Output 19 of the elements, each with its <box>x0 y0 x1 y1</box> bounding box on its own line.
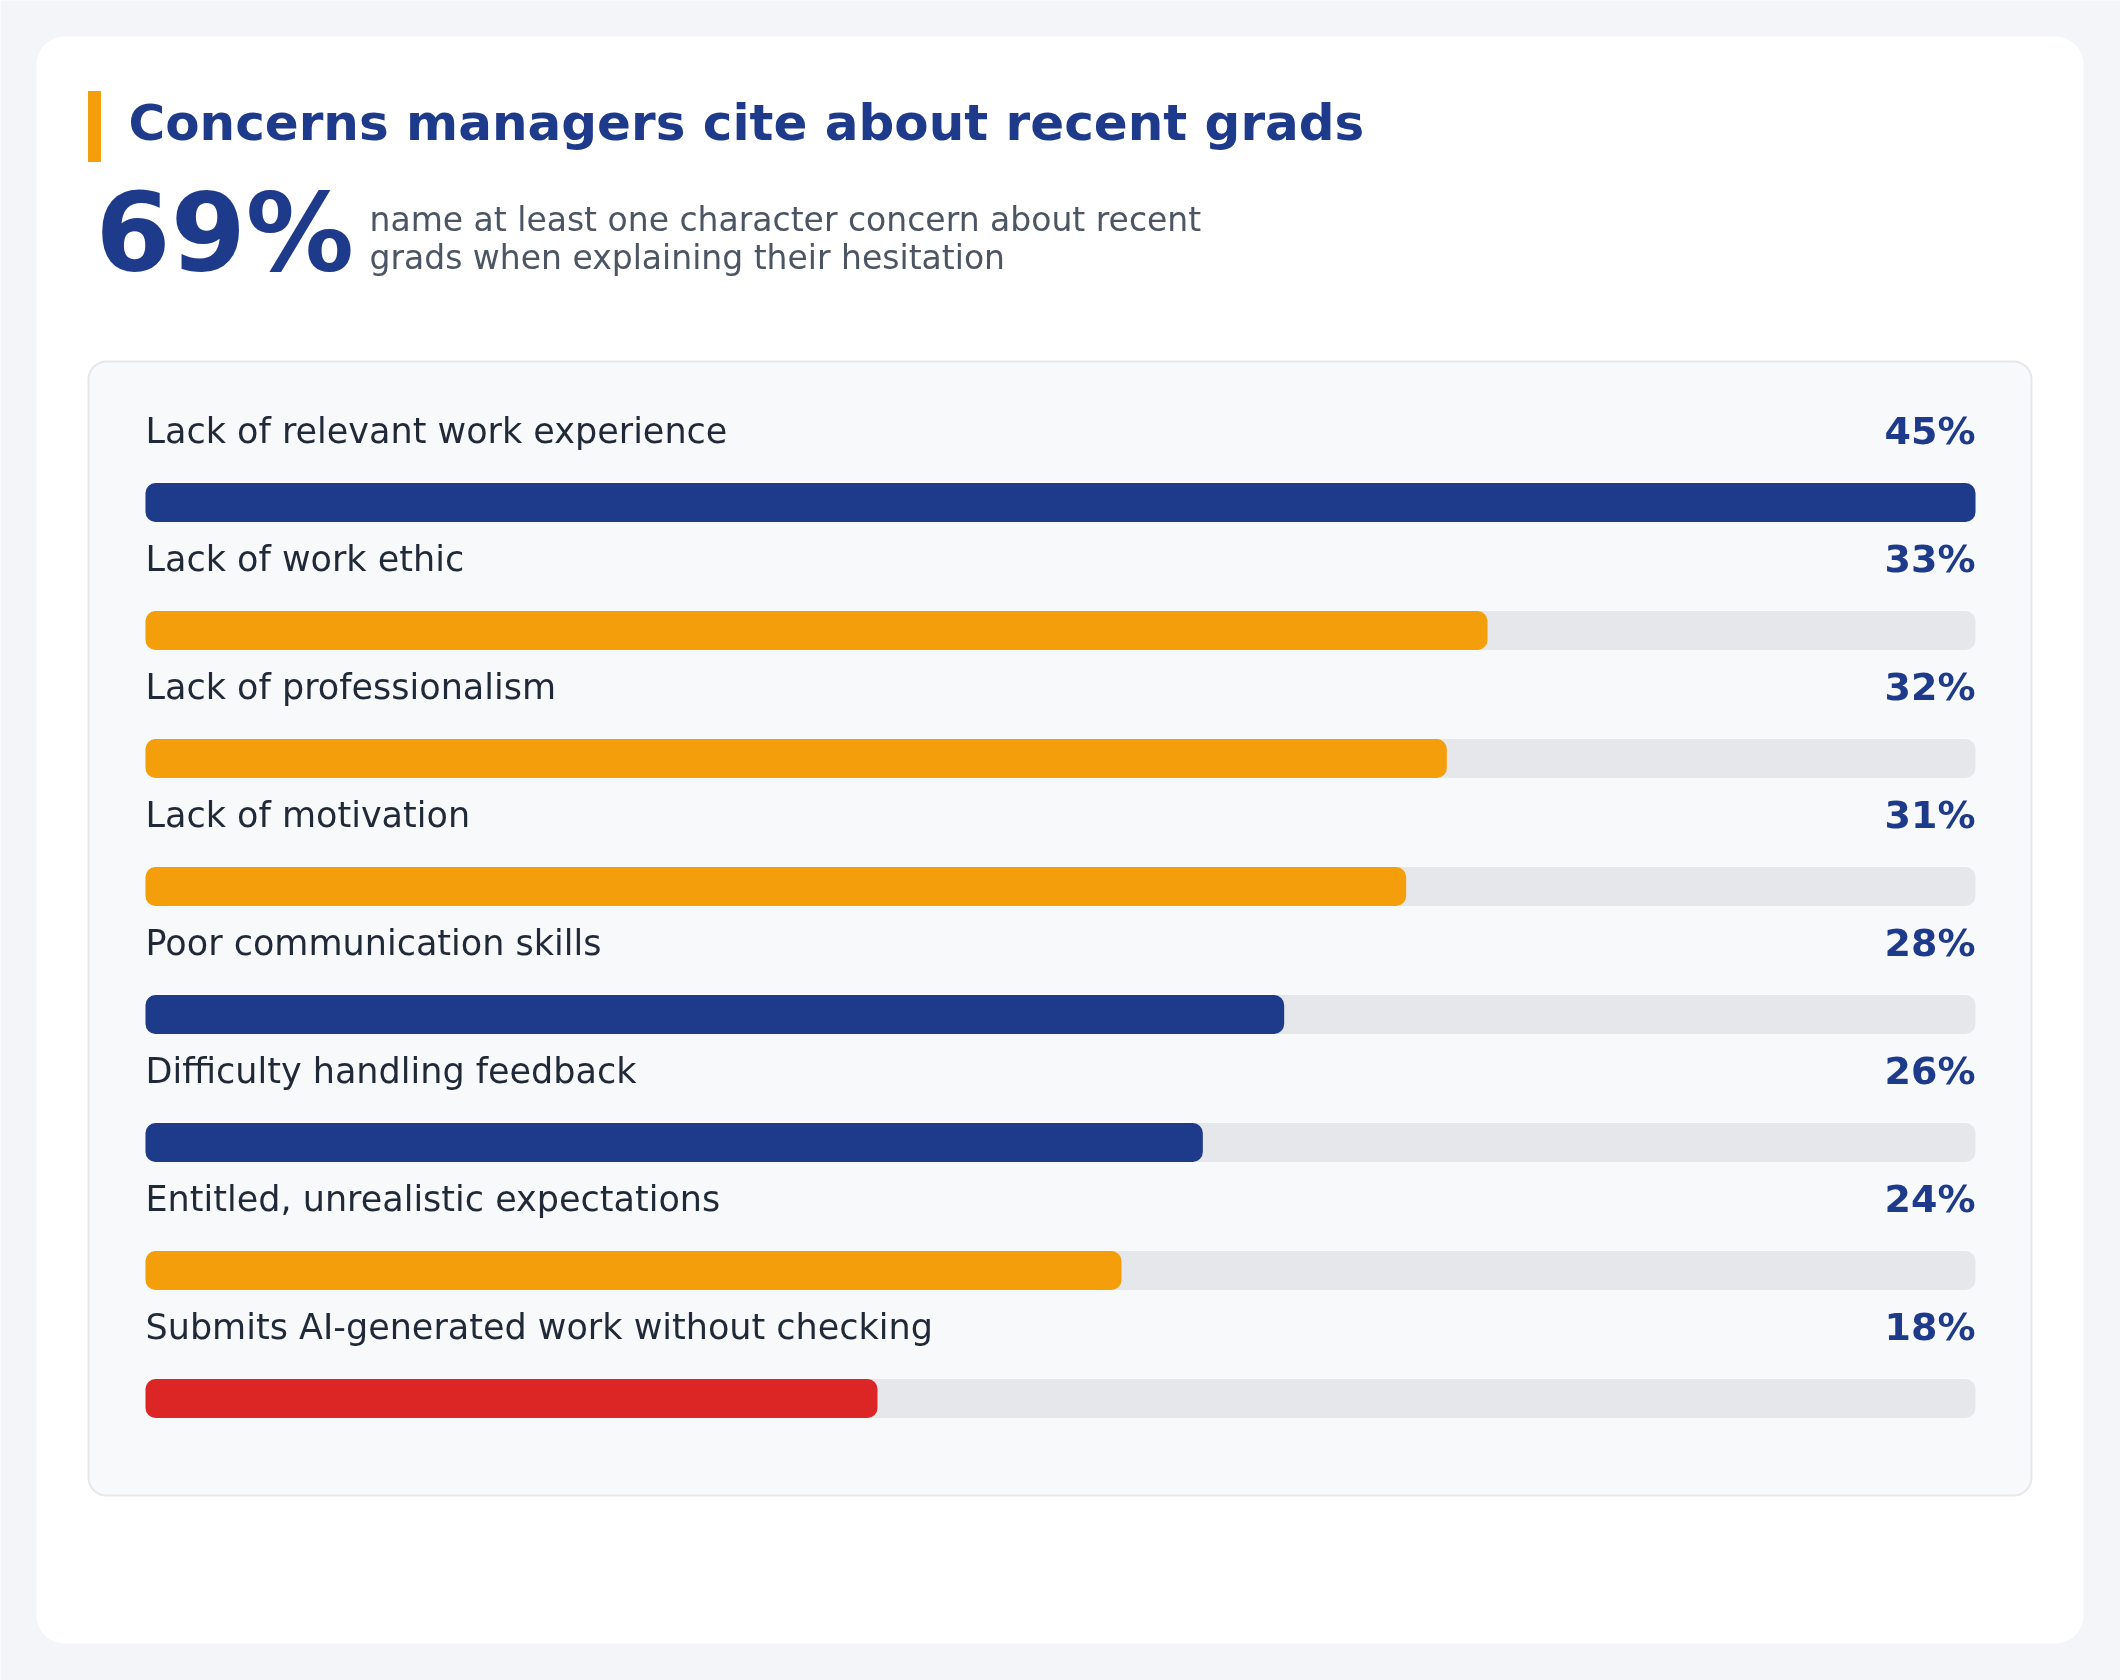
y-tick-label: Entitled, unrealistic expectations <box>145 1178 721 1219</box>
y-tick-label: Difficulty handling feedback <box>145 1050 638 1091</box>
data-label: 45% <box>1884 408 1976 453</box>
data-label: 28% <box>1884 920 1976 965</box>
y-tick-label: Lack of relevant work experience <box>145 410 728 451</box>
y-tick-label: Poor communication skills <box>145 922 602 963</box>
data-label: 24% <box>1884 1176 1976 1221</box>
y-tick-label: Submits AI-generated work without checking <box>145 1306 933 1347</box>
text: 69% <box>95 170 355 295</box>
data-label: 32% <box>1884 664 1976 709</box>
chart-subtitle: name at least one character concern about recent grads when explaining their hesitation <box>369 200 1202 277</box>
data-label: 31% <box>1884 792 1976 837</box>
y-tick-label: Lack of motivation <box>145 794 471 835</box>
y-tick-label: Lack of professionalism <box>145 666 557 707</box>
data-label: 18% <box>1884 1304 1976 1349</box>
data-label: 26% <box>1884 1048 1976 1093</box>
data-label: 33% <box>1884 536 1976 581</box>
y-tick-label: Lack of work ethic <box>145 538 465 579</box>
chart-title: Concerns managers cite about recent grads <box>128 93 1365 152</box>
